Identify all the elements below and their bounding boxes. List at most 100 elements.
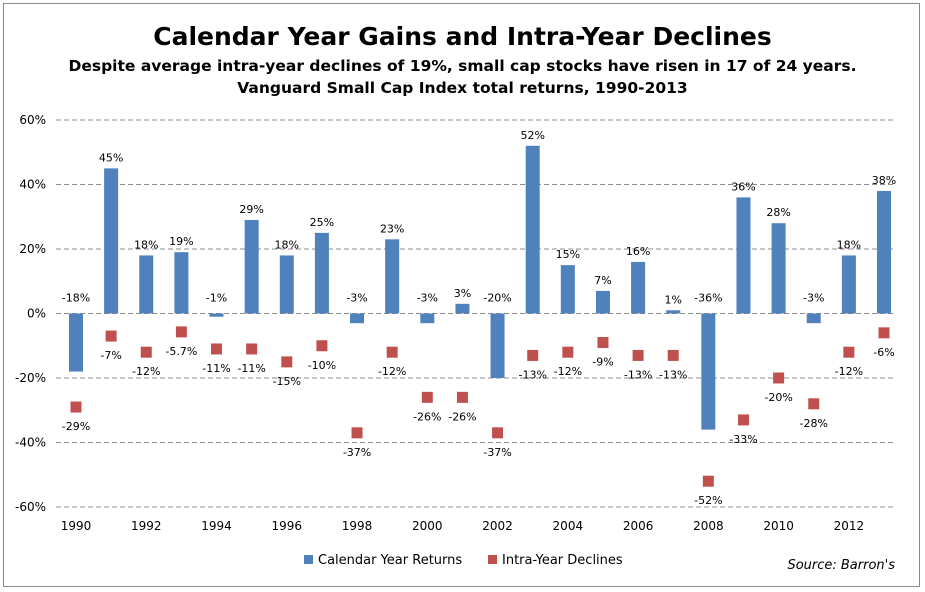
declines-marker: [808, 398, 820, 410]
returns-data-label: 29%: [239, 203, 263, 216]
declines-marker: [562, 346, 574, 358]
returns-data-label: 19%: [169, 235, 193, 248]
y-tick-label: 40%: [19, 178, 46, 192]
declines-marker: [667, 349, 679, 361]
returns-data-label: 28%: [766, 206, 790, 219]
returns-bar: [701, 313, 716, 430]
returns-bar: [490, 313, 505, 378]
declines-marker: [211, 343, 223, 355]
declines-marker: [773, 372, 785, 384]
declines-data-label: -5.7%: [165, 345, 197, 358]
legend-label-returns: Calendar Year Returns: [318, 553, 462, 568]
returns-bar: [104, 168, 119, 314]
declines-marker: [386, 346, 398, 358]
returns-bars: [69, 145, 891, 430]
declines-marker: [421, 391, 433, 403]
returns-bar: [385, 239, 400, 314]
chart-frame: [3, 3, 920, 587]
x-tick-label: 2002: [482, 519, 513, 533]
declines-data-label: -11%: [237, 362, 265, 375]
x-tick-label: 1998: [342, 519, 373, 533]
y-tick-label: 0%: [27, 307, 46, 321]
legend: Calendar Year Returns Intra-Year Declines: [304, 553, 623, 568]
declines-data-label: -13%: [659, 368, 687, 381]
declines-marker: [527, 349, 539, 361]
declines-marker: [70, 401, 82, 413]
returns-bar: [771, 223, 786, 314]
declines-marker: [843, 346, 855, 358]
declines-data-label: -7%: [100, 349, 121, 362]
returns-data-label: -20%: [483, 292, 511, 305]
returns-data-label: 3%: [454, 287, 471, 300]
declines-data-label: -12%: [132, 365, 160, 378]
x-tick-label: 2008: [693, 519, 724, 533]
declines-data-label: -26%: [448, 410, 476, 423]
returns-bar: [841, 255, 856, 314]
returns-data-label: -3%: [417, 292, 438, 305]
returns-bar: [139, 255, 154, 314]
declines-data-label: -12%: [835, 365, 863, 378]
declines-data-label: -13%: [624, 368, 652, 381]
x-tick-label: 2006: [623, 519, 654, 533]
returns-data-label: 18%: [275, 238, 299, 251]
returns-data-label: 1%: [664, 293, 681, 306]
returns-data-label: 45%: [99, 151, 123, 164]
returns-bar: [631, 261, 646, 314]
returns-bar: [279, 255, 294, 314]
declines-marker: [597, 337, 609, 349]
returns-data-label: -18%: [62, 292, 90, 305]
declines-data-label: -26%: [413, 410, 441, 423]
declines-data-label: -9%: [592, 356, 613, 369]
declines-marker: [105, 330, 117, 342]
returns-data-label: -36%: [694, 292, 722, 305]
declines-data-label: -6%: [873, 346, 894, 359]
declines-marker: [281, 356, 293, 368]
chart-subtitle-line2: Vanguard Small Cap Index total returns, …: [237, 79, 688, 97]
declines-data-label: -20%: [764, 391, 792, 404]
declines-marker: [175, 326, 187, 338]
returns-bar: [666, 310, 681, 314]
x-axis-ticks: 1990 1992 1994 1996 1998 2000 2002 2004 2006 2008…: [61, 519, 864, 533]
x-tick-label: 2000: [412, 519, 443, 533]
declines-data-label: -33%: [729, 433, 757, 446]
declines-marker: [702, 475, 714, 487]
returns-bar: [174, 252, 189, 314]
x-tick-label: 1996: [272, 519, 303, 533]
returns-data-label: 52%: [520, 129, 544, 142]
returns-data-label: -3%: [346, 292, 367, 305]
returns-bar: [595, 290, 610, 314]
source-note: Source: Barron's: [787, 558, 895, 573]
legend-label-declines: Intra-Year Declines: [502, 553, 623, 568]
declines-data-label: -29%: [62, 420, 90, 433]
declines-marker: [456, 391, 468, 403]
returns-bar: [69, 313, 83, 372]
returns-bar: [736, 197, 751, 314]
declines-data-label: -15%: [273, 375, 301, 388]
returns-data-label: 18%: [837, 238, 861, 251]
declines-data-label: -52%: [694, 494, 722, 507]
returns-data-label: 36%: [731, 180, 755, 193]
legend-swatch-declines: [488, 555, 497, 564]
declines-data-label: -12%: [378, 365, 406, 378]
returns-bar: [209, 313, 224, 317]
returns-data-label: -3%: [803, 292, 824, 305]
x-tick-label: 2010: [763, 519, 794, 533]
declines-data-label: -28%: [800, 417, 828, 430]
returns-bar: [350, 313, 365, 324]
x-tick-label: 2004: [553, 519, 584, 533]
chart-subtitle-line1: Despite average intra-year declines of 1…: [68, 57, 857, 75]
returns-bar: [314, 232, 329, 314]
declines-marker: [140, 346, 152, 358]
x-tick-label: 1990: [61, 519, 92, 533]
returns-bar: [560, 265, 575, 314]
returns-data-label: 38%: [872, 174, 896, 187]
x-tick-label: 1994: [201, 519, 232, 533]
returns-data-label: 15%: [556, 248, 580, 261]
declines-data-label: -10%: [308, 359, 336, 372]
declines-marker: [737, 414, 749, 426]
x-tick-label: 2012: [834, 519, 865, 533]
returns-bar: [420, 313, 435, 324]
returns-bar: [244, 219, 259, 314]
declines-marker: [316, 340, 328, 352]
returns-bar: [525, 145, 540, 314]
